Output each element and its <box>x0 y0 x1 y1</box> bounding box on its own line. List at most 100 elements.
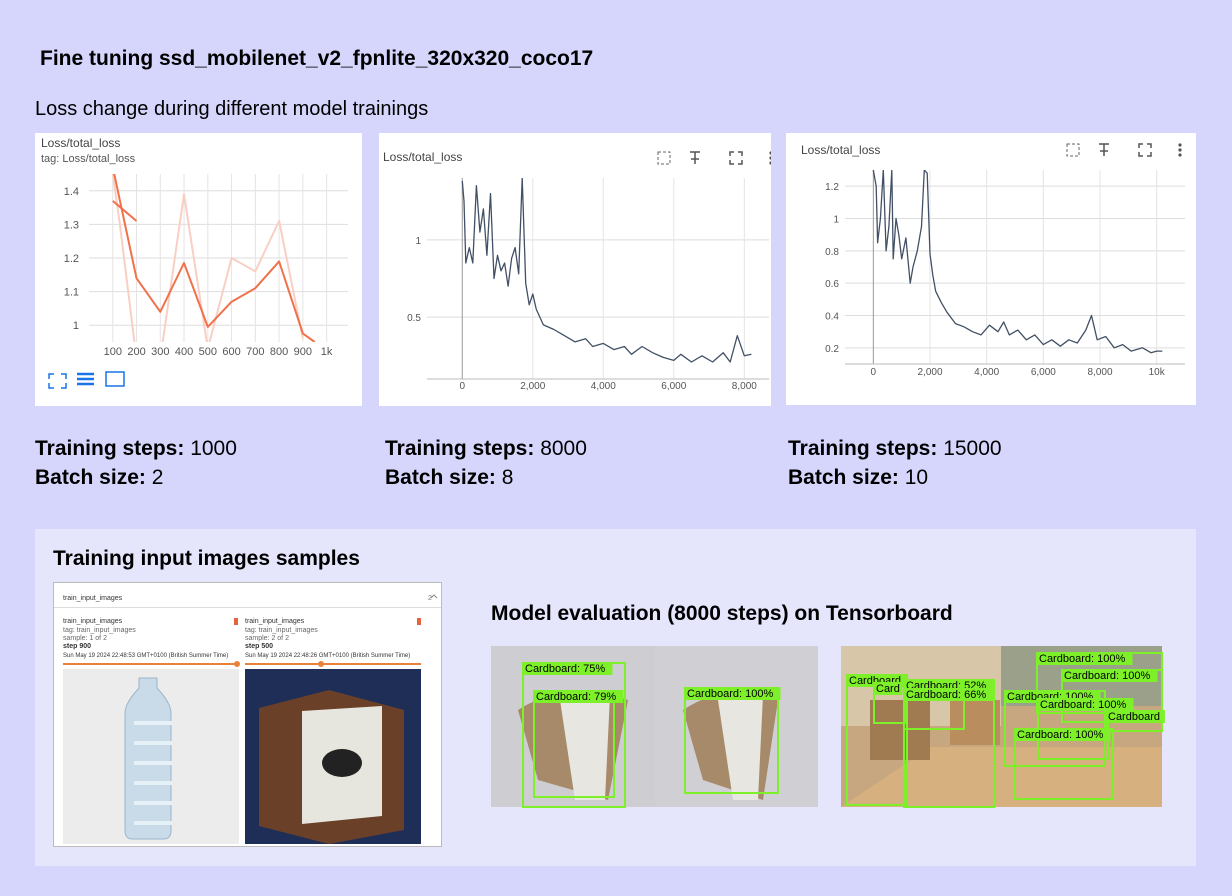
x-tick-label: 6,000 <box>1031 367 1056 378</box>
toolbar-icon[interactable] <box>690 151 700 164</box>
y-tick-label: 1.2 <box>825 182 839 193</box>
detection-label-bg <box>1037 652 1133 665</box>
detection-label-bg <box>534 690 624 703</box>
toolbar-icon[interactable] <box>1178 148 1182 152</box>
toolbar-icon[interactable] <box>1178 143 1182 147</box>
toolbar-icon[interactable] <box>769 161 771 165</box>
x-tick-label: 0 <box>459 381 465 392</box>
loss-line <box>112 200 138 222</box>
x-tick-label: 100 <box>104 346 122 358</box>
label: Training steps: <box>788 437 938 460</box>
chart-panel: Loss/total_loss 0.2 0.4 0.6 0.8 1 1.2 0 2,000 4,… <box>786 133 1196 405</box>
value: 1000 <box>190 437 237 460</box>
loss-line <box>461 178 752 363</box>
training-info: Training steps: 1000 Batch size: 2 <box>35 434 237 492</box>
panel-title: train_input_images <box>63 595 123 602</box>
toolbar-icon[interactable] <box>1178 153 1182 157</box>
toolbar-icon[interactable] <box>769 151 771 155</box>
chart-svg: 1 1.1 1.2 1.3 1.4 100 200 300 400 500 600 700 800 900… <box>48 174 348 389</box>
x-tick-label: 500 <box>199 346 217 358</box>
card-step: step 500 <box>245 643 274 650</box>
value: 8 <box>501 466 514 489</box>
toolbar-icon[interactable] <box>48 373 67 389</box>
card-name: train_input_images <box>245 618 305 625</box>
toolbar-icon[interactable] <box>1066 143 1080 157</box>
y-tick-label: 0.4 <box>825 312 839 323</box>
detection-label: Cardboard: 79% <box>536 691 616 703</box>
card-step: step 900 <box>63 643 92 650</box>
value: 8000 <box>540 437 587 460</box>
toolbar-icon[interactable] <box>1099 143 1109 156</box>
card-time: Sun May 19 2024 22:48:53 GMT+0100 (Briti… <box>63 653 229 659</box>
detection-label: Cardboard: 100% <box>1064 670 1150 682</box>
toolbar-icon[interactable] <box>657 151 671 165</box>
training-info: Training steps: 15000 Batch size: 10 <box>788 434 1002 492</box>
label: Batch size: <box>385 466 496 489</box>
x-tick-label: 4,000 <box>591 381 616 392</box>
chart-title: Loss/total_loss <box>383 150 463 164</box>
label: Batch size: <box>788 466 899 489</box>
y-tick-label: 0.8 <box>825 247 839 258</box>
x-tick-label: 800 <box>270 346 288 358</box>
x-tick-label: 300 <box>151 346 169 358</box>
value: 2 <box>151 466 164 489</box>
toolbar-icon[interactable] <box>105 371 125 387</box>
value: 10 <box>904 466 929 489</box>
tensorboard-screenshot: train_input_images 2 train_input_images … <box>53 582 442 847</box>
y-tick-label: 1 <box>73 320 79 332</box>
label: Training steps: <box>385 437 535 460</box>
toolbar-icon[interactable] <box>769 156 771 160</box>
toolbar-icon[interactable] <box>729 151 743 165</box>
detection-label: Cardboard: 100% <box>1039 653 1125 665</box>
detection-label: Cardboard: 100% <box>687 688 773 700</box>
x-tick-label: 2,000 <box>520 381 545 392</box>
x-tick-label: 4,000 <box>974 367 999 378</box>
x-tick-label: 8,000 <box>732 381 757 392</box>
y-tick-label: 0.6 <box>825 279 839 290</box>
x-tick-label: 900 <box>294 346 312 358</box>
card-sample: sample: 2 of 2 <box>245 635 289 642</box>
card-sample: sample: 1 of 2 <box>63 635 107 642</box>
section-title: Model evaluation (8000 steps) on Tensorb… <box>491 602 953 625</box>
y-tick-label: 1 <box>833 215 839 226</box>
detection-label-bg <box>874 682 903 695</box>
detection-label: Cardboard <box>1108 711 1160 723</box>
x-tick-label: 2,000 <box>917 367 942 378</box>
screenshot-graphics <box>63 594 438 844</box>
x-tick-label: 700 <box>246 346 264 358</box>
chart-panel: Loss/total_loss tag: Loss/total_loss 1 1.… <box>35 133 362 406</box>
y-tick-label: 1.1 <box>64 287 79 299</box>
chart-title: Loss/total_loss <box>801 143 881 157</box>
detection-label: Cardboard: 100% <box>1040 699 1126 711</box>
x-tick-label: 0 <box>871 367 877 378</box>
x-tick-label: 8,000 <box>1087 367 1112 378</box>
detection-label: Card <box>876 683 900 695</box>
x-tick-label: 10k <box>1149 367 1166 378</box>
chart-svg: 0.5 1 0 2,000 4,000 6,000 8,000 <box>407 151 771 392</box>
chart-title: Loss/total_loss <box>41 136 121 150</box>
x-tick-label: 1k <box>321 346 333 358</box>
loss-line <box>872 170 1163 354</box>
detection-label-bg <box>523 662 613 675</box>
card-tag: tag: train_input_images <box>63 627 136 634</box>
chart-panel: Loss/total_loss 0.5 1 0 2,000 4,000 6,000 8,00… <box>379 133 771 406</box>
divider <box>54 607 441 608</box>
label: Batch size: <box>35 466 146 489</box>
card-time: Sun May 19 2024 22:48:26 GMT+0100 (Briti… <box>245 653 411 659</box>
toolbar-icon[interactable] <box>1138 143 1152 157</box>
loss-line <box>111 174 304 342</box>
detection-label-bg <box>1038 698 1134 711</box>
section-title: Training input images samples <box>53 547 360 570</box>
y-tick-label: 1 <box>415 236 421 247</box>
toolbar-icon[interactable] <box>77 372 94 386</box>
training-info: Training steps: 8000 Batch size: 8 <box>385 434 587 492</box>
card-name: train_input_images <box>63 618 123 625</box>
chart-tag: tag: Loss/total_loss <box>41 153 136 165</box>
x-tick-label: 6,000 <box>661 381 686 392</box>
y-tick-label: 1.2 <box>64 253 79 265</box>
y-tick-label: 0.5 <box>407 313 421 324</box>
x-tick-label: 400 <box>175 346 193 358</box>
detection-label-bg <box>1015 728 1111 741</box>
page-subtitle: Loss change during different model train… <box>35 98 429 120</box>
card-tag: tag: train_input_images <box>245 627 318 634</box>
